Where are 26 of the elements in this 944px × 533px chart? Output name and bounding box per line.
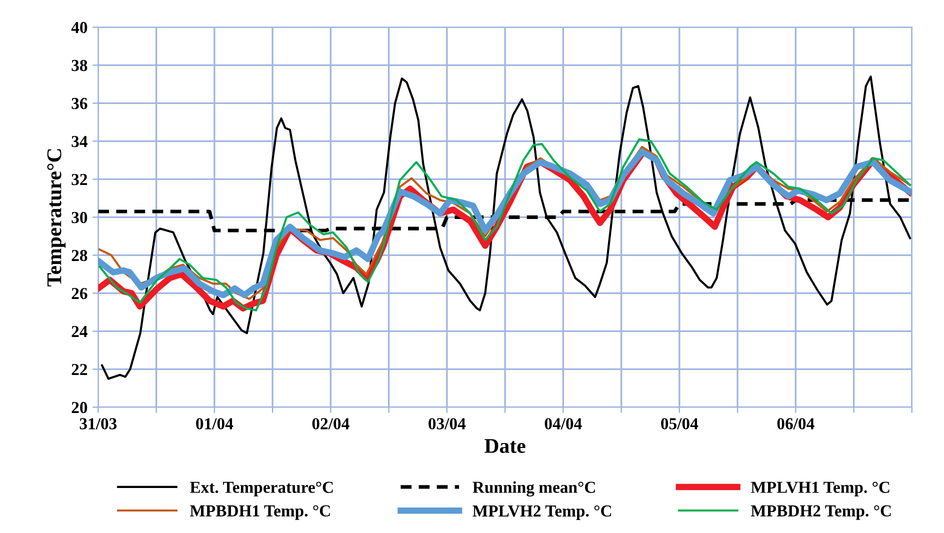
- y-tick-label: 24: [72, 326, 88, 337]
- x-tick-label: 31/03: [80, 418, 117, 430]
- y-axis-title: Temperature°C: [47, 149, 66, 286]
- y-tick-label: 40: [71, 22, 88, 34]
- y-tick-label: 38: [72, 60, 88, 72]
- y-tick-label: 32: [72, 174, 88, 186]
- y-tick-label: 22: [72, 364, 88, 375]
- legend-label: Ext. Temperature°C: [190, 482, 333, 496]
- x-tick-label: 04/04: [544, 418, 582, 430]
- x-tick-label: 02/04: [312, 418, 350, 430]
- y-tick-label: 36: [72, 98, 88, 110]
- legend-label: Running mean°C: [472, 481, 595, 496]
- x-tick-label: 03/04: [428, 418, 466, 430]
- legend-label: MPLVH2 Temp. °C: [472, 505, 612, 520]
- legend-label: MPLVH1 Temp. °C: [750, 482, 890, 496]
- y-tick-label: 34: [72, 136, 88, 148]
- y-tick-label: 28: [72, 250, 88, 262]
- x-tick-label: 05/04: [661, 418, 698, 430]
- x-axis-title: Date: [484, 439, 526, 453]
- legend-label: MPBDH1 Temp. °C: [190, 505, 330, 520]
- y-tick-label: 30: [72, 212, 88, 224]
- x-tick-label: 01/04: [196, 418, 234, 430]
- x-tick-label: 06/04: [777, 418, 814, 430]
- y-tick-label: 26: [72, 288, 88, 300]
- legend-label: MPBDH2 Temp. °C: [750, 505, 891, 520]
- y-tick-label: 20: [72, 402, 88, 414]
